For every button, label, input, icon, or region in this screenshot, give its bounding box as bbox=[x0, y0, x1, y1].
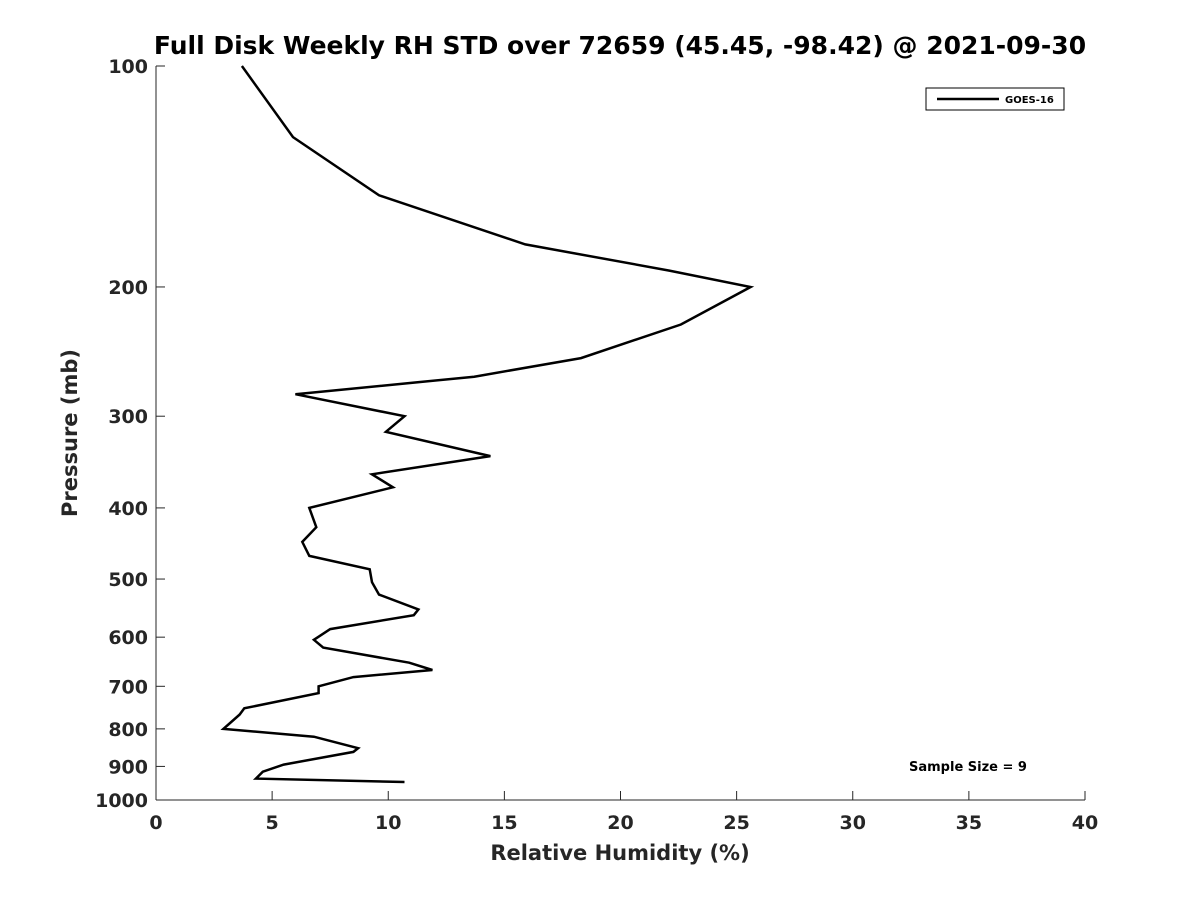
y-tick-label: 200 bbox=[108, 277, 148, 299]
sample-size-annotation: Sample Size = 9 bbox=[909, 760, 1027, 775]
y-tick-label: 1000 bbox=[95, 790, 148, 812]
y-tick-label: 300 bbox=[108, 406, 148, 428]
y-axis-label: Pressure (mb) bbox=[58, 349, 82, 517]
legend-label-goes-16: GOES-16 bbox=[1005, 95, 1054, 106]
series-layer bbox=[220, 65, 755, 784]
y-tick-label: 600 bbox=[108, 627, 148, 649]
x-tick-label: 5 bbox=[266, 812, 279, 834]
x-tick-label: 35 bbox=[956, 812, 982, 834]
x-tick-label: 40 bbox=[1072, 812, 1098, 834]
x-tick-label: 20 bbox=[607, 812, 633, 834]
x-tick-label: 10 bbox=[375, 812, 401, 834]
y-tick-label: 100 bbox=[108, 56, 148, 78]
chart-title: Full Disk Weekly RH STD over 72659 (45.4… bbox=[154, 31, 1086, 60]
x-tick-label: 30 bbox=[840, 812, 866, 834]
y-tick-label: 900 bbox=[108, 756, 148, 778]
x-tick-label: 15 bbox=[491, 812, 517, 834]
y-tick-label: 500 bbox=[108, 569, 148, 591]
y-tick-label: 700 bbox=[108, 676, 148, 698]
y-tick-label: 400 bbox=[108, 498, 148, 520]
x-tick-label: 25 bbox=[723, 812, 749, 834]
x-axis-label: Relative Humidity (%) bbox=[490, 841, 749, 865]
x-tick-label: 0 bbox=[149, 812, 162, 834]
y-axis-ticks: 100 200 300 400 500 600 700 800 900 1000 bbox=[95, 56, 165, 812]
y-tick-label: 800 bbox=[108, 719, 148, 741]
x-axis-ticks: 0 5 10 15 20 25 30 35 40 bbox=[149, 791, 1098, 834]
series-line-goes-16 bbox=[220, 65, 755, 784]
legend: GOES-16 bbox=[925, 87, 1065, 111]
